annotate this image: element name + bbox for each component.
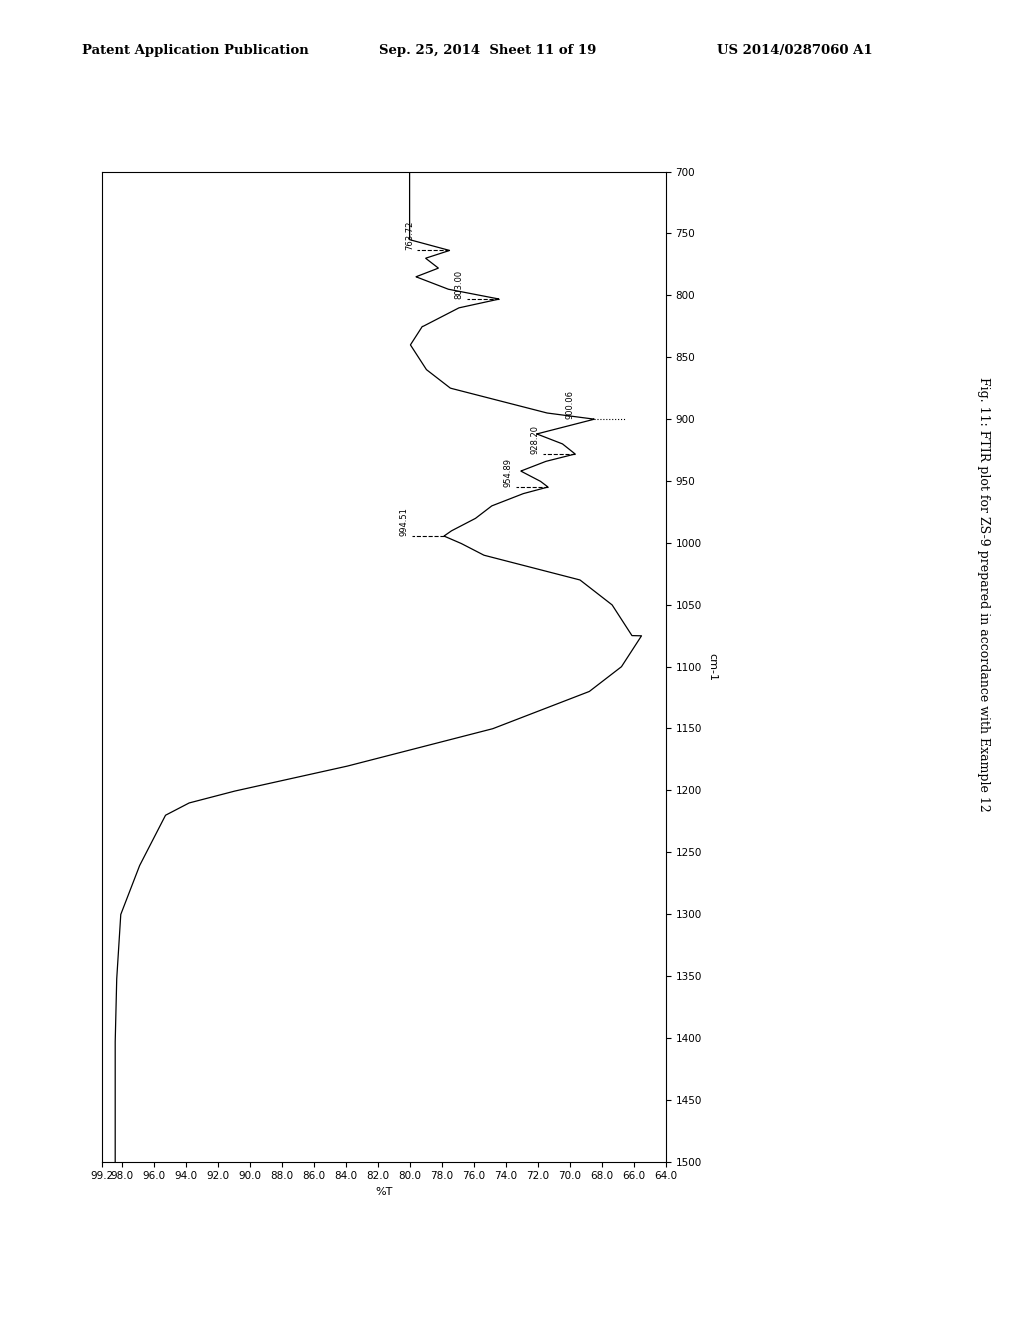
Text: 994.51: 994.51 [399,507,409,536]
Text: 763.72: 763.72 [404,220,414,251]
Text: 928.20: 928.20 [530,425,540,454]
Text: Patent Application Publication: Patent Application Publication [82,44,308,57]
Y-axis label: cm-1: cm-1 [708,652,717,681]
Text: 954.89: 954.89 [504,458,512,487]
X-axis label: %T: %T [376,1187,392,1197]
Text: 900.06: 900.06 [565,391,574,420]
Text: Fig. 11: FTIR plot for ZS-9 prepared in accordance with Example 12: Fig. 11: FTIR plot for ZS-9 prepared in … [977,376,989,812]
Text: US 2014/0287060 A1: US 2014/0287060 A1 [717,44,872,57]
Text: 803.00: 803.00 [455,269,463,300]
Text: Sep. 25, 2014  Sheet 11 of 19: Sep. 25, 2014 Sheet 11 of 19 [379,44,596,57]
